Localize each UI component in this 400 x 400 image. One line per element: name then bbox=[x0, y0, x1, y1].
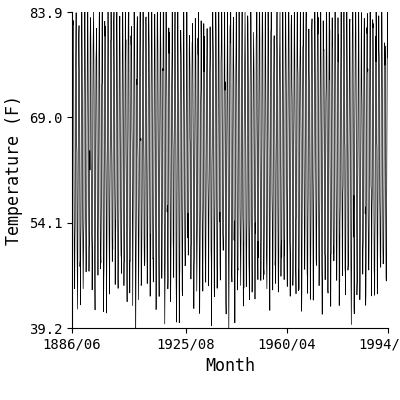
X-axis label: Month: Month bbox=[205, 357, 255, 375]
Y-axis label: Temperature (F): Temperature (F) bbox=[5, 95, 23, 245]
